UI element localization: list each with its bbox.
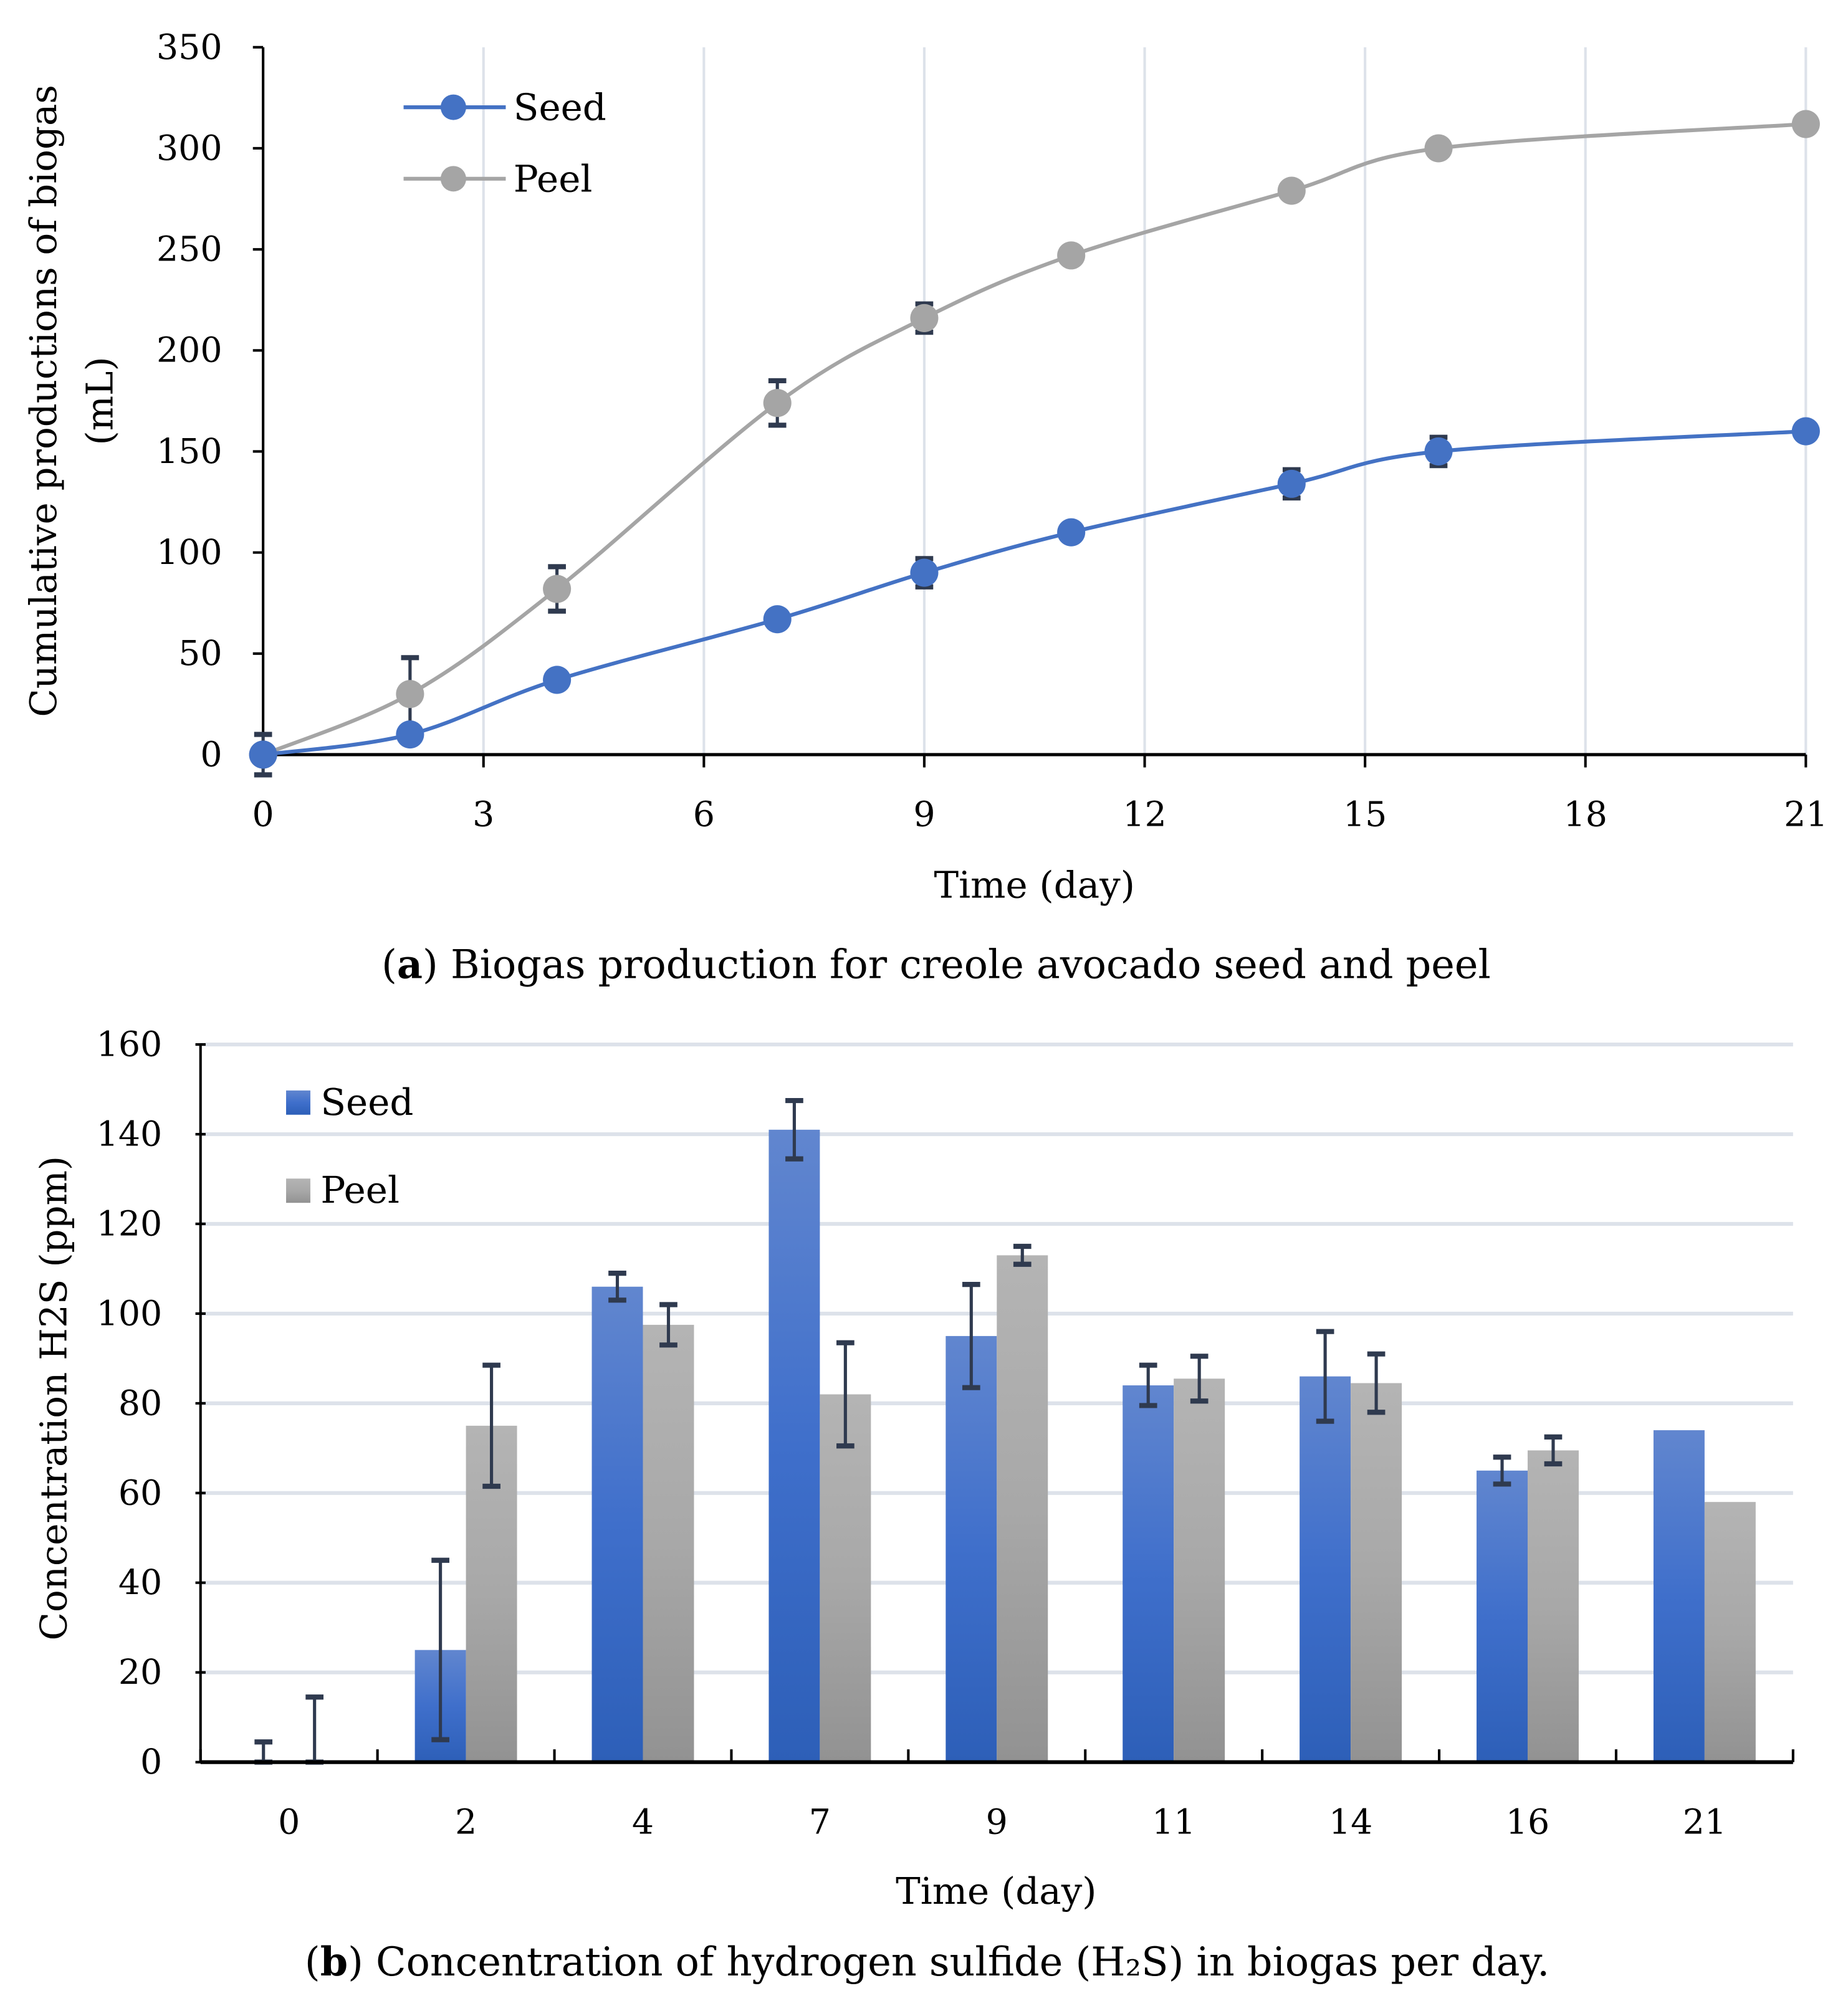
y-tick-label: 20 [118,1653,162,1693]
data-point-peel [910,303,939,332]
legend-label: Peel [320,1169,400,1212]
x-tick-label: 16 [1506,1802,1549,1842]
y-tick-label: 40 [118,1563,162,1603]
y-tick-label: 80 [118,1383,162,1423]
data-point-seed [1791,417,1820,446]
x-tick-label: 0 [278,1802,300,1842]
chart-b-caption: (b) Concentration of hydrogen sulfide (H… [305,1938,1549,1985]
data-point-peel [543,575,572,603]
chart-a-xlabel: Time (day) [934,864,1135,907]
y-tick-label: 200 [156,331,223,371]
y-tick-label: 60 [118,1473,162,1513]
bar-seed [1123,1385,1174,1762]
bar-seed [1300,1376,1351,1762]
x-tick-label: 9 [913,795,935,835]
x-tick-label: 2 [455,1802,477,1842]
chart-b-ylabel: Concentration H2S (ppm) [33,1156,76,1641]
data-point-seed [1277,469,1306,498]
bar-peel [1704,1502,1756,1762]
bar-seed [1653,1430,1705,1762]
y-tick-label: 300 [156,128,223,168]
x-tick-label: 21 [1784,795,1827,835]
legend-label: Seed [514,87,606,130]
y-tick-label: 0 [200,735,222,775]
x-tick-label: 3 [472,795,494,835]
legend-label: Peel [514,158,593,201]
series-line-seed [262,429,1806,757]
bar-peel [1174,1378,1225,1762]
data-point-seed [543,666,572,694]
y-tick-label: 100 [97,1294,163,1334]
legend-marker-peel [440,166,466,192]
data-point-seed [1424,437,1453,466]
x-tick-label: 12 [1123,795,1166,835]
data-point-peel [1277,176,1306,205]
y-tick-label: 160 [97,1025,163,1065]
y-tick-label: 50 [178,634,222,674]
data-point-seed [249,740,277,769]
series-line-peel [262,122,1806,757]
legend-marker-seed [440,94,466,120]
bar-seed [946,1335,997,1762]
x-tick-label: 7 [809,1802,831,1842]
x-tick-label: 0 [252,795,274,835]
bar-peel [997,1255,1048,1762]
data-point-seed [396,720,424,749]
y-tick-label: 350 [156,27,223,67]
legend-swatch-peel [286,1178,310,1203]
legend-label: Seed [320,1081,413,1124]
data-point-peel [1791,110,1820,138]
y-tick-label: 120 [97,1204,163,1244]
data-point-peel [1424,134,1453,163]
bar-peel [1351,1383,1402,1762]
bar-peel [1528,1450,1579,1762]
y-tick-label: 100 [156,533,223,573]
chart-a-ylabel: Cumulative productions of biogas [22,85,65,717]
biogas-line-chart: 0 3 6 9 12 15 18 21 0 50 100 150 200 250 300 350 Seed Pee… [156,27,1828,834]
legend-swatch-seed [286,1090,310,1115]
bar-peel [643,1324,694,1762]
data-point-peel [1057,241,1086,270]
x-tick-label: 21 [1683,1802,1726,1842]
x-tick-label: 11 [1152,1802,1195,1842]
y-tick-label: 0 [140,1742,162,1782]
y-tick-label: 140 [97,1114,163,1154]
x-tick-label: 6 [693,795,715,835]
x-tick-label: 14 [1329,1802,1372,1842]
data-point-peel [763,389,792,418]
data-point-seed [910,558,939,587]
x-tick-label: 4 [632,1802,654,1842]
x-tick-label: 18 [1564,795,1607,835]
y-tick-label: 250 [156,230,223,270]
bar-seed [768,1129,820,1762]
bar-peel [820,1394,871,1762]
data-point-seed [1057,518,1086,547]
chart-b-xlabel: Time (day) [896,1870,1096,1913]
bar-seed [1477,1470,1528,1762]
data-point-seed [763,605,792,634]
h2s-bar-chart: 0 20 40 60 80 100 120 140 160 0 2 4 7 9 11 14 16 21 Seed Pe… [97,1025,1794,1842]
x-tick-label: 15 [1343,795,1387,835]
chart-a-caption: (a) Biogas production for creole avocado… [381,941,1491,988]
bar-seed [591,1286,643,1762]
y-tick-label: 150 [156,432,223,472]
chart-a-ylabel-unit: (mL) [79,356,122,445]
x-tick-label: 9 [986,1802,1008,1842]
data-point-peel [396,680,424,709]
